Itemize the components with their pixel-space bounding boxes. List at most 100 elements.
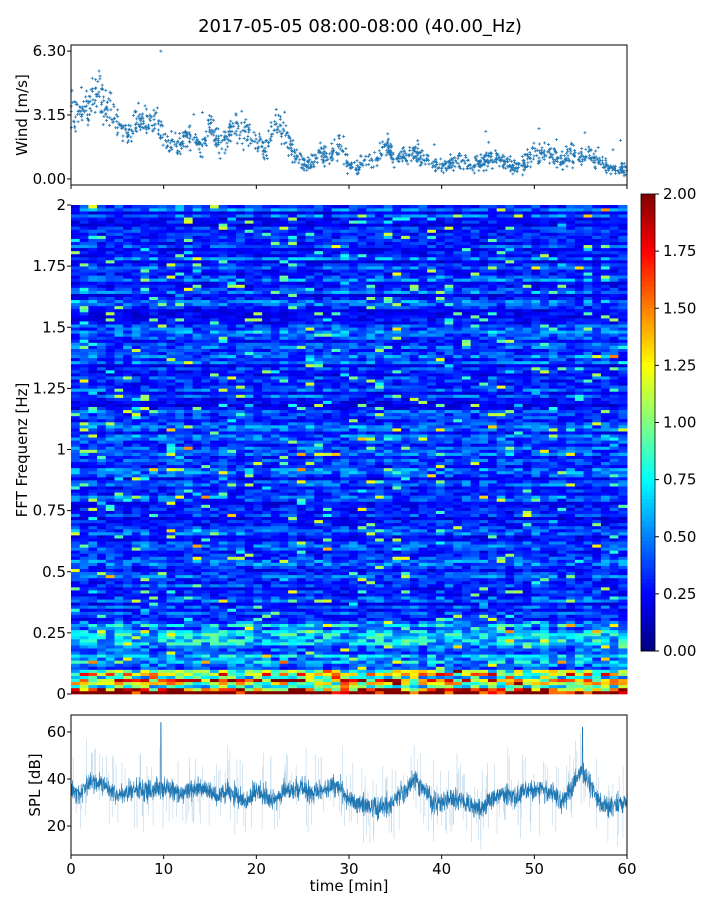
heatmap-cell xyxy=(219,550,228,553)
heatmap-cell xyxy=(88,633,97,636)
heatmap-cell xyxy=(479,584,488,587)
heatmap-cell xyxy=(340,676,349,679)
heatmap-cell xyxy=(175,660,184,663)
heatmap-cell xyxy=(488,547,497,550)
wind-point xyxy=(611,148,614,151)
heatmap-cell xyxy=(375,608,384,611)
heatmap-cell xyxy=(514,627,523,630)
heatmap-cell xyxy=(306,627,315,630)
heatmap-cell xyxy=(71,608,80,611)
heatmap-cell xyxy=(566,556,575,559)
heatmap-cell xyxy=(401,523,410,526)
heatmap-cell xyxy=(584,639,593,642)
heatmap-cell xyxy=(471,611,480,614)
heatmap-cell xyxy=(575,615,584,618)
heatmap-cell xyxy=(280,587,289,590)
heatmap-cell xyxy=(332,578,341,581)
heatmap-cell xyxy=(618,550,627,553)
heatmap-cell xyxy=(332,602,341,605)
heatmap-cell xyxy=(601,596,610,599)
heatmap-cell xyxy=(401,529,410,532)
heatmap-cell xyxy=(297,572,306,575)
heatmap-cell xyxy=(288,663,297,666)
wind-point xyxy=(249,142,252,145)
wind-point xyxy=(157,132,160,135)
heatmap-cell xyxy=(488,605,497,608)
heatmap-cell xyxy=(566,578,575,581)
heatmap-cell xyxy=(566,553,575,556)
heatmap-cell xyxy=(401,673,410,676)
wind-point xyxy=(220,147,223,150)
heatmap-cell xyxy=(419,572,428,575)
heatmap-cell xyxy=(566,602,575,605)
wind-point xyxy=(344,147,347,150)
heatmap-cell xyxy=(245,560,254,563)
heatmap-cell xyxy=(201,550,210,553)
heatmap-cell xyxy=(419,663,428,666)
heatmap-cell xyxy=(419,618,428,621)
heatmap-cell xyxy=(332,660,341,663)
heatmap-cell xyxy=(575,575,584,578)
heatmap-cell xyxy=(314,529,323,532)
heatmap-cell xyxy=(245,636,254,639)
heatmap-cell xyxy=(314,636,323,639)
heatmap-cell xyxy=(618,587,627,590)
wind-point xyxy=(169,141,172,144)
heatmap-cell xyxy=(306,584,315,587)
heatmap-cell xyxy=(167,673,176,676)
heatmap-cell xyxy=(366,581,375,584)
heatmap-cell xyxy=(340,642,349,645)
heatmap-cell xyxy=(584,575,593,578)
heatmap-cell xyxy=(236,660,245,663)
heatmap-cell xyxy=(175,563,184,566)
heatmap-cell xyxy=(167,639,176,642)
heatmap-cell xyxy=(340,663,349,666)
wind-point xyxy=(521,173,524,176)
heatmap-cell xyxy=(106,572,115,575)
heatmap-cell xyxy=(271,532,280,535)
heatmap-cell xyxy=(184,663,193,666)
wind-point xyxy=(166,145,169,148)
heatmap-cell xyxy=(505,627,514,630)
heatmap-cell xyxy=(575,605,584,608)
heatmap-cell xyxy=(349,575,358,578)
heatmap-cell xyxy=(392,587,401,590)
heatmap-cell xyxy=(340,654,349,657)
wind-point xyxy=(270,121,273,124)
heatmap-cell xyxy=(193,611,202,614)
heatmap-cell xyxy=(332,636,341,639)
heatmap-cell xyxy=(280,596,289,599)
heatmap-cell xyxy=(601,691,610,694)
heatmap-cell xyxy=(618,660,627,663)
heatmap-cell xyxy=(523,639,532,642)
heatmap-cell xyxy=(558,691,567,694)
wind-point xyxy=(130,140,133,143)
heatmap-cell xyxy=(558,556,567,559)
heatmap-cell xyxy=(201,575,210,578)
heatmap-cell xyxy=(601,666,610,669)
heatmap-cell xyxy=(210,682,219,685)
heatmap-cell xyxy=(392,578,401,581)
heatmap-cell xyxy=(436,584,445,587)
heatmap-cell xyxy=(193,663,202,666)
heatmap-cell xyxy=(184,660,193,663)
wind-point xyxy=(240,122,243,125)
heatmap-cell xyxy=(132,673,141,676)
heatmap-cell xyxy=(297,666,306,669)
heatmap-cell xyxy=(97,584,106,587)
heatmap-cell xyxy=(314,560,323,563)
wind-point xyxy=(438,163,441,166)
heatmap-cell xyxy=(227,575,236,578)
heatmap-cell xyxy=(471,526,480,529)
heatmap-cell xyxy=(158,676,167,679)
heatmap-cell xyxy=(245,599,254,602)
heatmap-cell xyxy=(540,575,549,578)
heatmap-cell xyxy=(245,526,254,529)
heatmap-cell xyxy=(280,560,289,563)
heatmap-cell xyxy=(427,679,436,682)
heatmap-cell xyxy=(410,682,419,685)
wind-point xyxy=(104,89,107,92)
heatmap-cell xyxy=(566,645,575,648)
heatmap-cell xyxy=(193,660,202,663)
heatmap-cell xyxy=(332,544,341,547)
